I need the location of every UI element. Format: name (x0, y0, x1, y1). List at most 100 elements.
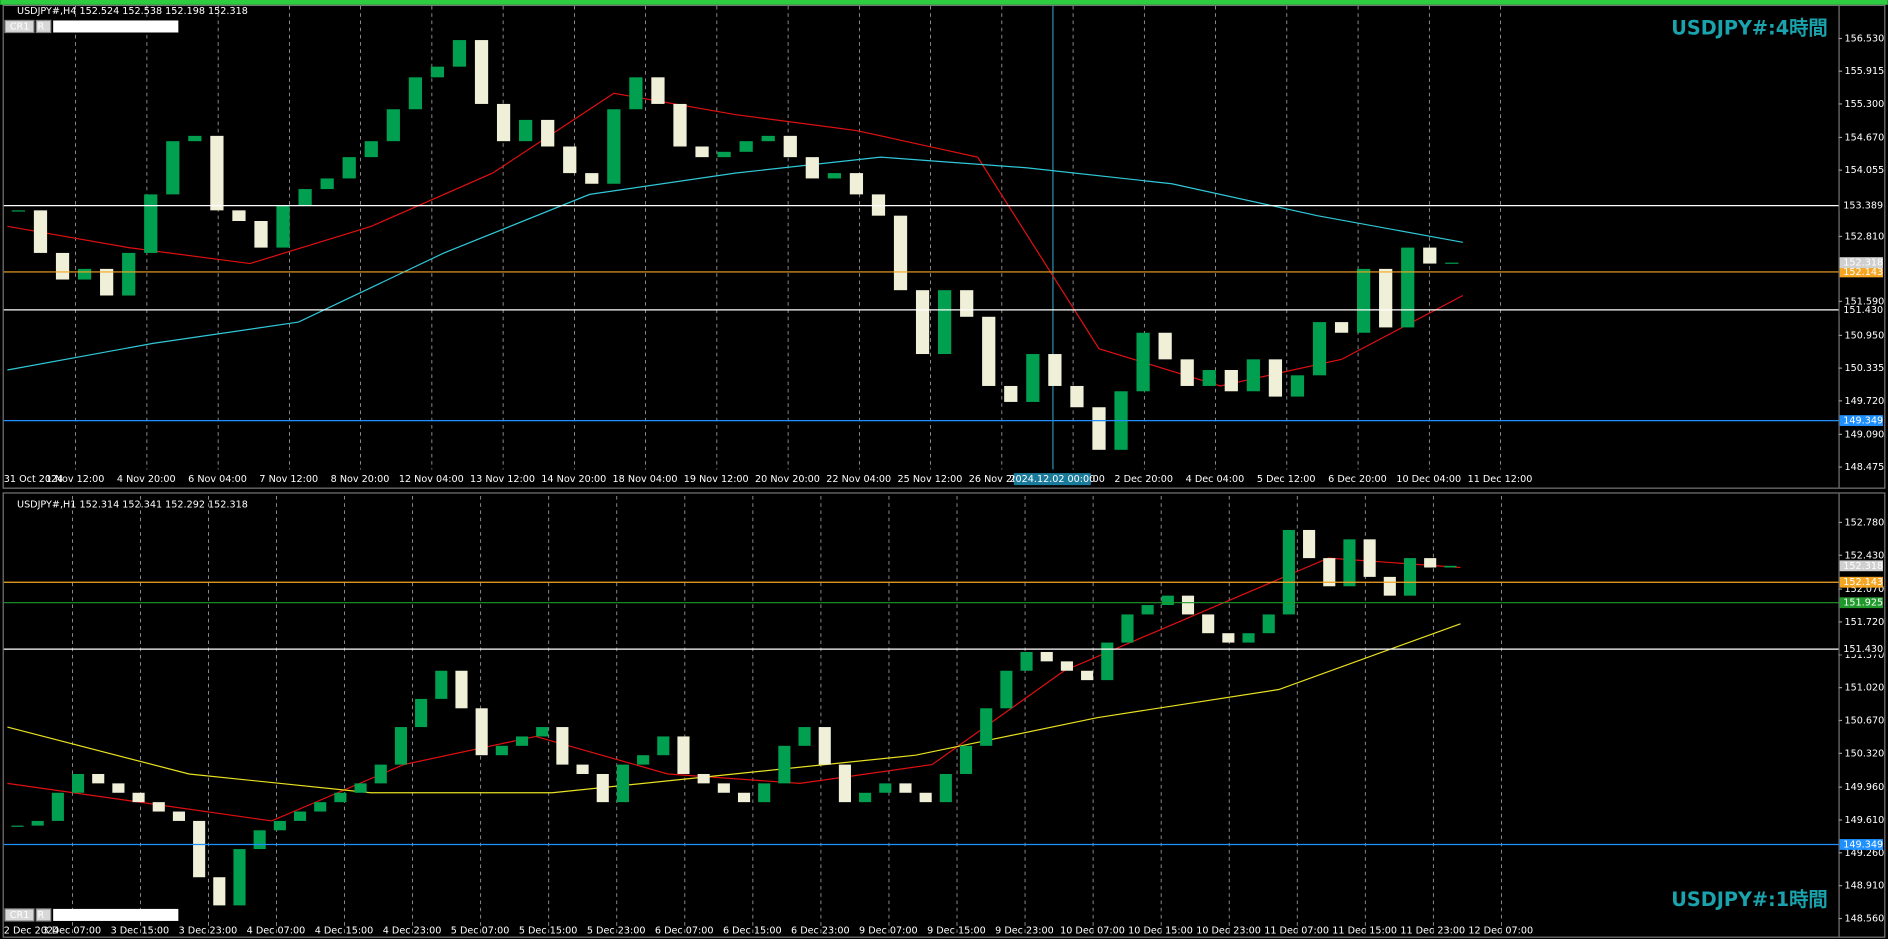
candle (859, 792, 872, 803)
candle (695, 146, 709, 158)
candle (1020, 651, 1033, 671)
y-tick-label: 149.610 (1844, 815, 1884, 826)
moving-average (7, 92, 1464, 387)
candle (879, 783, 892, 793)
candle (1026, 354, 1040, 402)
x-tick-label: 20 Nov 20:00 (755, 474, 820, 485)
candle (273, 820, 286, 831)
candle (132, 792, 145, 803)
candle (596, 773, 609, 803)
x-tick-label: 13 Nov 12:00 (470, 474, 535, 485)
y-tick-label: 151.020 (1844, 683, 1884, 694)
x-tick-label: 18 Nov 04:00 (613, 474, 678, 485)
candle (1222, 633, 1235, 643)
badge-label: R (38, 21, 45, 32)
candle (455, 670, 468, 709)
x-tick-label: 5 Dec 23:00 (587, 926, 646, 937)
candle (1060, 661, 1073, 671)
badge-label: CR1 (10, 910, 30, 921)
x-tick-label: 22 Nov 04:00 (826, 474, 891, 485)
crosshair-label: 2024.12.02 00:00 (1009, 474, 1095, 485)
y-tick-label: 154.055 (1844, 165, 1884, 176)
candle (616, 764, 629, 803)
x-tick-label: 25 Nov 12:00 (898, 474, 963, 485)
candle (673, 103, 687, 147)
candle (899, 783, 912, 793)
time-box (53, 20, 179, 33)
x-tick-label: 6 Dec 07:00 (655, 926, 714, 937)
candle (1323, 558, 1336, 587)
candle (1444, 565, 1457, 568)
y-tick-label: 150.670 (1844, 715, 1884, 726)
x-tick-label: 9 Dec 15:00 (927, 926, 986, 937)
candle (293, 811, 307, 821)
y-tick-label: 149.720 (1844, 396, 1884, 407)
time-box-label: 2024.12.12 14:00 (57, 910, 143, 921)
symbol-header: USDJPY#,H1 152.314 152.341 152.292 152.3… (17, 499, 248, 510)
y-tick-label: 150.335 (1844, 363, 1884, 374)
x-tick-label: 14 Nov 20:00 (541, 474, 606, 485)
candle (354, 783, 367, 793)
candle (51, 792, 64, 821)
candle (1401, 247, 1415, 328)
candle (144, 194, 158, 253)
candle (1181, 595, 1195, 615)
candle (1312, 322, 1327, 376)
level-label: 153.389 (1843, 201, 1883, 212)
badge-label: R (38, 910, 45, 921)
candle (1303, 529, 1316, 559)
candle (298, 189, 312, 206)
candle (637, 755, 650, 765)
candle (233, 849, 246, 906)
x-tick-label: 10 Dec 04:00 (1396, 474, 1461, 485)
x-tick-label: 4 Dec 23:00 (383, 926, 442, 937)
x-tick-label: 10 Dec 07:00 (1060, 926, 1125, 937)
active-bar (0, 0, 1888, 5)
candle (893, 215, 908, 291)
x-tick-label: 26 Nov 20:00 (969, 474, 1034, 485)
candle (838, 764, 851, 803)
candle (1379, 268, 1393, 328)
x-tick-label: 31 Oct 2024 (4, 474, 64, 485)
x-tick-label: 10 Dec 15:00 (1128, 926, 1193, 937)
candle (1202, 369, 1216, 386)
level-label: 149.349 (1843, 839, 1883, 850)
candle (761, 135, 775, 142)
candle (314, 802, 327, 812)
candle (541, 119, 555, 147)
x-tick-label: 4 Dec 07:00 (247, 926, 306, 937)
y-tick-label: 148.475 (1844, 462, 1884, 473)
y-tick-label: 152.810 (1844, 231, 1884, 242)
candle (1363, 539, 1376, 577)
level-label: 151.430 (1843, 644, 1883, 655)
level-label: 149.349 (1843, 416, 1883, 427)
level-tag (1839, 200, 1883, 212)
price-tag (1839, 560, 1883, 572)
candle (188, 135, 202, 142)
y-tick-label: 152.430 (1844, 550, 1884, 561)
badge (35, 908, 52, 922)
candle (71, 773, 85, 793)
level-tag (1839, 839, 1883, 850)
candle (1383, 576, 1396, 596)
panel-frame (2, 4, 1886, 489)
candle (778, 745, 791, 784)
candle (254, 220, 268, 248)
y-tick-label: 156.530 (1844, 33, 1884, 44)
candle (563, 146, 577, 174)
candle (938, 290, 952, 355)
candle (33, 210, 48, 253)
time-box (53, 908, 179, 921)
candle (435, 670, 448, 699)
candle (112, 783, 125, 793)
candle (276, 205, 290, 248)
candle (1282, 529, 1295, 615)
y-tick-label: 155.300 (1844, 99, 1884, 110)
x-tick-label: 10 Dec 23:00 (1196, 926, 1261, 937)
candle (253, 830, 266, 850)
candle (919, 792, 932, 803)
candle (193, 820, 206, 878)
x-tick-label: 6 Dec 15:00 (723, 926, 782, 937)
candle (1101, 642, 1114, 681)
